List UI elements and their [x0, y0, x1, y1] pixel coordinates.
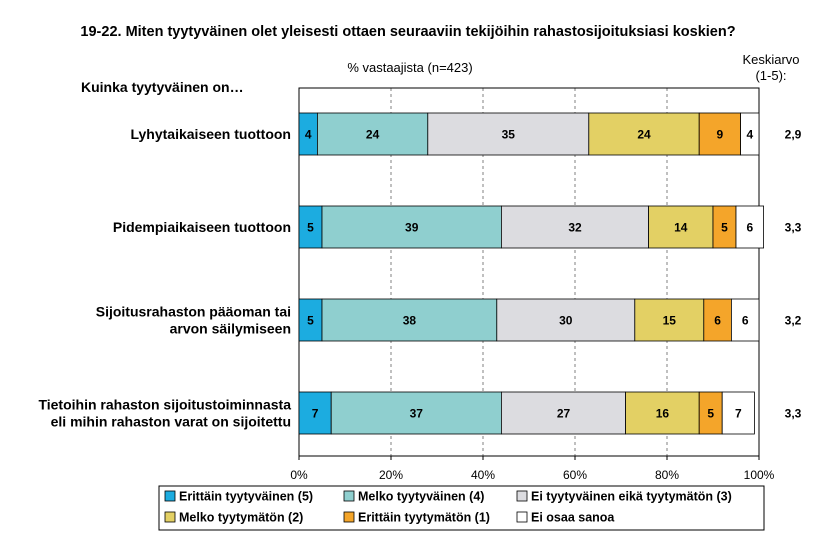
data-label: 6: [746, 221, 753, 235]
data-label: 30: [559, 314, 573, 328]
plot-area: 0% 20% 40% 60% 80% 100% Lyhytaikaiseen tuottoo…: [38, 87, 802, 482]
bar-segment: [321, 298, 498, 342]
legend-swatch: [164, 490, 176, 502]
average-value: 2,9: [785, 128, 802, 142]
data-label: 6: [742, 314, 749, 328]
chart-subtitle: % vastaajista (n=423): [347, 60, 472, 75]
average-value: 3,3: [785, 221, 802, 235]
data-label: 5: [307, 314, 314, 328]
data-label: 9: [717, 128, 724, 142]
data-label: 14: [674, 221, 688, 235]
bar-segment: [698, 112, 742, 156]
legend-label: Erittäin tyytyväinen (5): [179, 490, 313, 504]
data-label: 35: [502, 128, 516, 142]
bar-segment: [496, 298, 636, 342]
data-label: 24: [366, 128, 380, 142]
x-tick-label: 40%: [471, 468, 495, 482]
data-label: 5: [307, 221, 314, 235]
data-label: 32: [568, 221, 582, 235]
data-label: 6: [714, 314, 721, 328]
data-label: 27: [557, 407, 571, 421]
data-label: 4: [305, 128, 312, 142]
average-header-1: Keskiarvo: [742, 52, 799, 67]
category-label: Sijoitusrahaston pääoman tai arvon säilym…: [96, 304, 291, 337]
x-tick-label: 60%: [563, 468, 587, 482]
legend: Erittäin tyytyväinen (5) Melko tyytyväine…: [158, 485, 765, 531]
plot-border: [298, 87, 760, 457]
legend-swatch: [343, 511, 355, 523]
data-label: 38: [403, 314, 417, 328]
bar-segment: [703, 298, 732, 342]
data-label: 7: [735, 407, 742, 421]
legend-swatch: [516, 511, 528, 523]
bar-segment: [500, 205, 649, 249]
question-label: Kuinka tyytyväinen on…: [81, 79, 244, 95]
data-label: 4: [746, 128, 753, 142]
bar-segment: [625, 391, 700, 435]
data-label: 15: [663, 314, 677, 328]
legend-label: Erittäin tyytymätön (1): [358, 511, 490, 525]
legend-swatch: [164, 511, 176, 523]
bar-segment: [721, 391, 755, 435]
bar-segment: [740, 112, 760, 156]
legend-label: Melko tyytymätön (2): [179, 511, 303, 525]
bar-segment: [648, 205, 714, 249]
average-value: 3,3: [785, 407, 802, 421]
data-label: 16: [656, 407, 670, 421]
data-label: 37: [410, 407, 424, 421]
bar-segment: [731, 298, 760, 342]
bar-segment: [634, 298, 705, 342]
x-tick-label: 100%: [744, 468, 775, 482]
bar-segment: [316, 112, 429, 156]
bar-segment: [588, 112, 700, 156]
bar-segment: [321, 205, 502, 249]
bar-segment: [330, 391, 502, 435]
data-label: 7: [312, 407, 319, 421]
category-label: Tietoihin rahaston sijoitustoiminnasta el…: [38, 397, 291, 430]
category-label: Lyhytaikaiseen tuottoon: [130, 126, 291, 142]
legend-label: Melko tyytyväinen (4): [358, 490, 484, 504]
legend-swatch: [516, 490, 528, 502]
average-header-2: (1-5):: [755, 68, 786, 83]
category-label: Pidempiaikaiseen tuottoon: [113, 219, 291, 235]
bar-segment: [735, 205, 765, 249]
data-label: 39: [405, 221, 419, 235]
x-tick-label: 0%: [290, 468, 308, 482]
legend-label: Ei osaa sanoa: [531, 511, 615, 525]
data-label: 24: [637, 128, 651, 142]
bar-segment: [427, 112, 590, 156]
data-label: 5: [721, 221, 728, 235]
legend-box: [158, 485, 765, 531]
data-label: 5: [707, 407, 714, 421]
legend-swatch: [343, 490, 355, 502]
bar-segment: [298, 391, 332, 435]
x-tick-label: 20%: [379, 468, 403, 482]
legend-label: Ei tyytyväinen eikä tyytymätön (3): [531, 490, 732, 504]
average-value: 3,2: [785, 314, 802, 328]
x-tick-label: 80%: [655, 468, 679, 482]
chart-title: 19-22. Miten tyytyväinen olet yleisesti …: [80, 24, 735, 40]
